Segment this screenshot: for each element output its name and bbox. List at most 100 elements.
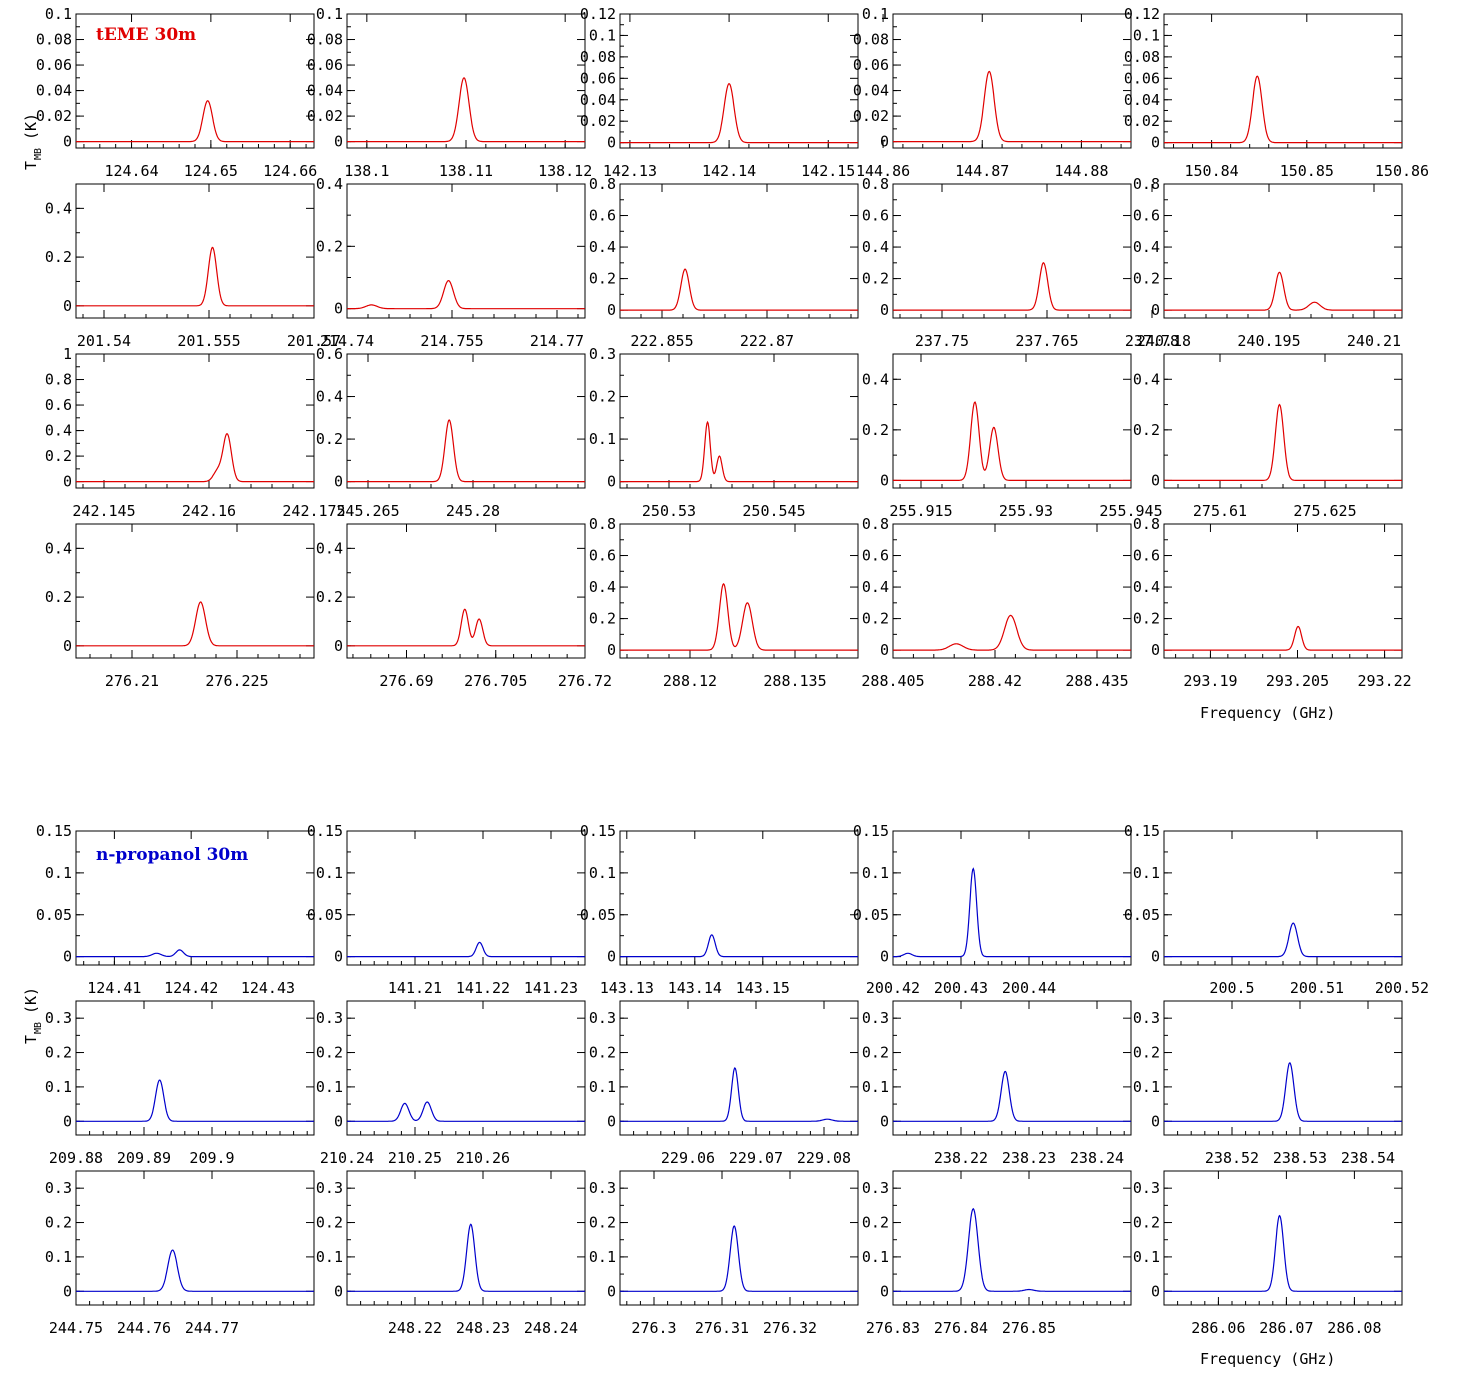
x-tick-label: 124.64	[104, 162, 158, 180]
panel-frame	[1163, 1170, 1403, 1306]
y-tick-label: 0.08	[1124, 48, 1160, 66]
x-tick-label: 276.705	[464, 672, 527, 690]
spectrum-panel: 0 0.05 0.1 0.15 141.21 141.22 141.23	[307, 822, 586, 997]
y-tick-label: 0.4	[316, 539, 343, 557]
x-tick-label: 150.85	[1280, 162, 1334, 180]
x-tick-label: 214.74	[320, 332, 374, 350]
y-tick-label: 0.3	[1133, 1009, 1160, 1027]
y-tick-label: 0	[607, 473, 616, 491]
model-spectrum	[347, 419, 585, 483]
y-tick-label: 0.05	[580, 906, 616, 924]
spectrum-panel: 0 0.02 0.04 0.06 0.08 0.1 0.12 150.84 150.85 150.…	[1124, 5, 1429, 180]
y-tick-label: 0.06	[307, 56, 343, 74]
y-tick-label: 0.8	[862, 175, 889, 193]
y-tick-label: 0.02	[307, 107, 343, 125]
y-tick-label: 0.2	[589, 270, 616, 288]
y-tick-label: 0	[63, 133, 72, 151]
x-tick-label: 276.84	[934, 1319, 988, 1337]
spectrum-panel: 0 0.1 0.2 0.3 229.06 229.07 229.08	[589, 1000, 859, 1167]
y-tick-label: 0	[63, 297, 72, 315]
x-tick-label: 124.65	[184, 162, 238, 180]
y-axis-label-unit: (K)	[22, 113, 40, 140]
y-tick-label: 0	[880, 948, 889, 966]
panel-frame	[892, 1170, 1132, 1306]
x-tick-label: 143.14	[668, 979, 722, 997]
y-tick-label: 0	[1151, 134, 1160, 152]
model-spectrum	[347, 77, 585, 143]
y-tick-label: 0.2	[316, 430, 343, 448]
model-spectrum	[620, 583, 858, 651]
model-spectrum	[893, 867, 1131, 958]
x-tick-label: 229.06	[661, 1149, 715, 1167]
y-tick-label: 0.08	[580, 48, 616, 66]
y-tick-label: 0.06	[36, 56, 72, 74]
model-spectrum	[76, 1249, 314, 1292]
x-tick-label: 288.405	[861, 672, 924, 690]
model-spectrum	[76, 432, 314, 483]
spectrum-panel: 0 0.1 0.2 0.3 244.75 244.76 244.77	[45, 1170, 315, 1337]
spectrum-panel: 0 0.1 0.2 0.3 210.24 210.25 210.26	[316, 1000, 586, 1167]
y-tick-label: 0.1	[862, 1078, 889, 1096]
y-tick-label: 0.6	[862, 207, 889, 225]
y-tick-label: 0.2	[862, 610, 889, 628]
x-tick-label: 209.89	[117, 1149, 171, 1167]
spectrum-panel: 0 0.2 0.4 276.69 276.705 276.72	[316, 523, 612, 690]
y-tick-label: 0.2	[316, 237, 343, 255]
y-tick-label: 0.1	[316, 1078, 343, 1096]
y-tick-label: 0	[63, 473, 72, 491]
x-tick-label: 214.755	[420, 332, 483, 350]
y-tick-label: 0.8	[589, 515, 616, 533]
x-tick-label: 275.625	[1293, 502, 1356, 520]
y-tick-label: 0.1	[316, 864, 343, 882]
model-spectrum	[76, 246, 314, 307]
x-tick-label: 144.87	[955, 162, 1009, 180]
y-tick-label: 0.2	[316, 1044, 343, 1062]
x-tick-label: 255.93	[999, 502, 1053, 520]
model-spectrum	[893, 614, 1131, 651]
y-tick-label: 0.6	[589, 207, 616, 225]
model-spectrum	[76, 100, 314, 143]
panel-frame	[892, 353, 1132, 489]
y-axis-label-bottom: T MB (K)	[22, 987, 44, 1044]
model-spectrum	[1164, 403, 1402, 481]
panel-frame	[892, 183, 1132, 319]
x-tick-label: 124.42	[164, 979, 218, 997]
y-tick-label: 0	[607, 1282, 616, 1300]
x-tick-label: 288.42	[968, 672, 1022, 690]
y-tick-label: 0.1	[589, 1078, 616, 1096]
x-tick-label: 238.53	[1273, 1149, 1327, 1167]
x-tick-label: 238.54	[1341, 1149, 1395, 1167]
y-tick-label: 0.2	[1133, 1214, 1160, 1232]
y-tick-label: 0	[1151, 641, 1160, 659]
y-tick-label: 0.6	[589, 547, 616, 565]
x-tick-label: 143.13	[600, 979, 654, 997]
x-tick-label: 237.75	[915, 332, 969, 350]
x-tick-label: 150.84	[1185, 162, 1239, 180]
model-spectrum	[620, 83, 858, 144]
y-axis-label-top: T MB (K)	[22, 113, 44, 170]
x-tick-label: 238.24	[1070, 1149, 1124, 1167]
y-tick-label: 0.06	[853, 56, 889, 74]
spectrum-panel: 0 0.05 0.1 0.15 200.42 200.43 200.44	[853, 822, 1132, 997]
panel-frame	[346, 1000, 586, 1136]
x-tick-label: 255.915	[889, 502, 952, 520]
y-tick-label: 0.2	[862, 421, 889, 439]
model-spectrum	[893, 1207, 1131, 1292]
y-tick-label: 0.02	[580, 112, 616, 130]
x-tick-label: 248.24	[524, 1319, 578, 1337]
spectrum-panel: 0 0.1 0.2 0.3 286.06 286.07 286.08	[1133, 1170, 1403, 1337]
panel-frame	[75, 353, 315, 489]
panel-frame	[1163, 1000, 1403, 1136]
npropanol-panel-grid: 0 0.05 0.1 0.15 124.41 124.42 124.43 0 0.05 0.1 0.…	[36, 822, 1429, 1337]
y-tick-label: 0.2	[1133, 270, 1160, 288]
x-tick-label: 240.195	[1237, 332, 1300, 350]
y-tick-label: 0.08	[307, 31, 343, 49]
y-tick-label: 0.06	[1124, 69, 1160, 87]
y-tick-label: 0.04	[36, 82, 72, 100]
model-spectrum	[347, 941, 585, 958]
y-tick-label: 1	[63, 345, 72, 363]
x-tick-label: 240.21	[1347, 332, 1401, 350]
y-axis-label-sub: MB	[33, 148, 44, 160]
x-tick-label: 288.135	[763, 672, 826, 690]
model-spectrum	[1164, 75, 1402, 144]
